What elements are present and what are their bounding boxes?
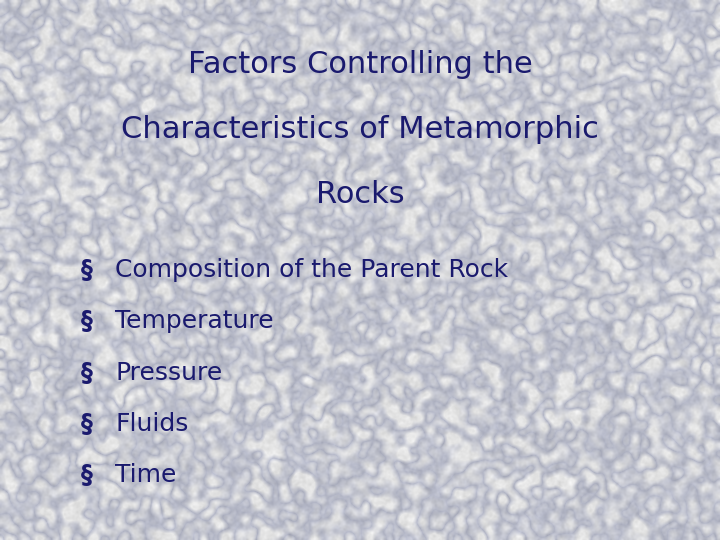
- Text: Composition of the Parent Rock: Composition of the Parent Rock: [115, 258, 508, 282]
- Text: Pressure: Pressure: [115, 361, 222, 384]
- Text: §: §: [81, 361, 92, 384]
- Text: §: §: [81, 309, 92, 333]
- Text: §: §: [81, 258, 92, 282]
- Text: Fluids: Fluids: [115, 412, 189, 436]
- Text: Characteristics of Metamorphic: Characteristics of Metamorphic: [121, 115, 599, 144]
- Text: Rocks: Rocks: [315, 180, 405, 209]
- Text: Time: Time: [115, 463, 176, 487]
- Text: Temperature: Temperature: [115, 309, 274, 333]
- Text: §: §: [81, 463, 92, 487]
- Text: §: §: [81, 412, 92, 436]
- Text: Factors Controlling the: Factors Controlling the: [188, 50, 532, 79]
